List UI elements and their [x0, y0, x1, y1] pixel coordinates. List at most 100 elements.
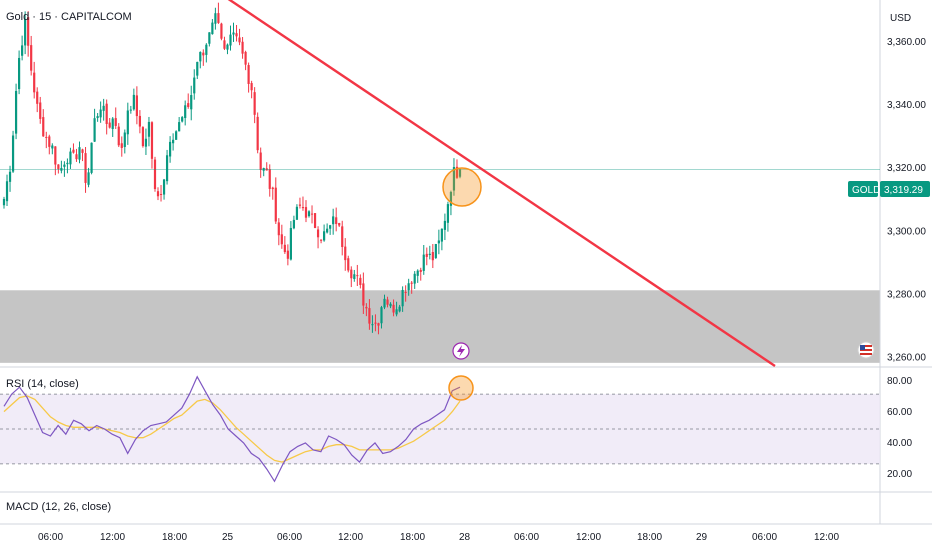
rsi-tick: 80.00: [887, 376, 912, 387]
candle-up: [126, 110, 129, 135]
candle-down: [304, 207, 308, 218]
candle-down: [313, 213, 317, 228]
price-tick: 3,340.00: [887, 100, 926, 111]
candle-up: [63, 164, 66, 167]
candle-up: [190, 95, 193, 110]
candle-down: [268, 169, 271, 189]
candle-down: [377, 323, 380, 326]
candle-down: [81, 149, 84, 153]
candle-down: [455, 166, 459, 178]
candle-down: [153, 159, 157, 190]
candle-up: [193, 77, 196, 94]
candle-down: [368, 308, 371, 324]
candle-up: [14, 90, 18, 134]
candle-up: [428, 253, 431, 256]
candle-down: [187, 103, 190, 107]
candle-down: [250, 83, 253, 91]
time-label: 18:00: [400, 532, 425, 543]
candle-up: [295, 206, 299, 220]
candle-down: [298, 204, 302, 206]
candle-up: [96, 116, 99, 119]
time-label: 12:00: [338, 532, 363, 543]
candle-up: [172, 139, 175, 144]
time-label: 06:00: [38, 532, 63, 543]
candle-up: [398, 306, 401, 312]
candle-up: [214, 13, 217, 24]
candle-down: [223, 40, 226, 49]
candle-down: [244, 51, 247, 65]
candle-up: [229, 34, 232, 46]
price-tick: 3,260.00: [887, 353, 926, 364]
candle-down: [316, 229, 320, 238]
candle-down: [241, 41, 244, 54]
candle-down: [356, 275, 359, 277]
us-flag-icon[interactable]: [857, 341, 875, 359]
rsi-label[interactable]: RSI (14, close): [6, 378, 79, 390]
time-label: 28: [459, 532, 471, 543]
candle-down: [350, 269, 353, 279]
candle-up: [5, 181, 9, 202]
candle-up: [389, 303, 392, 307]
chart-title: Gold · 15 · CAPITALCOM: [6, 11, 132, 23]
candle-up: [446, 204, 450, 223]
candle-down: [202, 52, 205, 56]
macd-label[interactable]: MACD (12, 26, close): [6, 501, 111, 513]
last-price-value-badge: [880, 181, 930, 197]
candle-up: [99, 109, 102, 118]
candle-up: [87, 172, 90, 185]
candle-up: [21, 45, 24, 56]
candle-up: [323, 231, 326, 241]
candle-down: [39, 102, 42, 119]
candle-down: [42, 117, 45, 137]
price-tick: 3,300.00: [887, 226, 926, 237]
candle-up: [181, 117, 184, 122]
candle-down: [374, 322, 377, 324]
candle-down: [286, 250, 289, 259]
candle-up: [422, 254, 425, 271]
candle-down: [150, 122, 154, 159]
candle-down: [280, 234, 283, 245]
candle-up: [165, 155, 169, 182]
candle-up: [178, 122, 181, 132]
rsi-pane: [0, 375, 880, 483]
candle-down: [283, 244, 286, 253]
candle-up: [102, 105, 105, 111]
candle-up: [69, 151, 72, 165]
rsi-line: [3, 375, 461, 483]
candle-up: [413, 273, 416, 284]
candle-up: [24, 19, 27, 46]
candle-down: [277, 222, 280, 236]
candle-down: [253, 92, 256, 115]
trendline-layer[interactable]: [150, 0, 776, 367]
candle-up: [326, 228, 329, 233]
candle-up: [184, 105, 187, 119]
breakout-highlight: [442, 167, 482, 207]
candle-down: [344, 246, 347, 261]
candle-down: [156, 191, 160, 197]
candle-up: [380, 307, 383, 324]
time-label: 29: [696, 532, 708, 543]
candle-down: [117, 126, 120, 146]
rsi-tick: 40.00: [887, 438, 912, 449]
candle-up: [8, 171, 12, 182]
candle-up: [66, 162, 69, 165]
rsi-tick: 60.00: [887, 407, 912, 418]
last-price-value: 3,319.29: [884, 185, 923, 196]
candle-down: [274, 187, 277, 222]
candle-up: [289, 228, 292, 260]
candle-up: [434, 243, 437, 258]
lightning-icon[interactable]: [452, 342, 470, 360]
candle-down: [138, 115, 141, 127]
price-tick: 3,320.00: [887, 163, 926, 174]
candle-up: [93, 118, 96, 142]
candle-down: [425, 253, 428, 257]
candle-up: [111, 118, 114, 129]
currency-label[interactable]: USD: [890, 13, 911, 24]
candle-up: [401, 289, 404, 307]
time-label: 06:00: [752, 532, 777, 543]
candle-down: [319, 239, 323, 241]
resistance-trendline: [227, 0, 776, 367]
time-label: 18:00: [162, 532, 187, 543]
candle-up: [123, 132, 126, 147]
